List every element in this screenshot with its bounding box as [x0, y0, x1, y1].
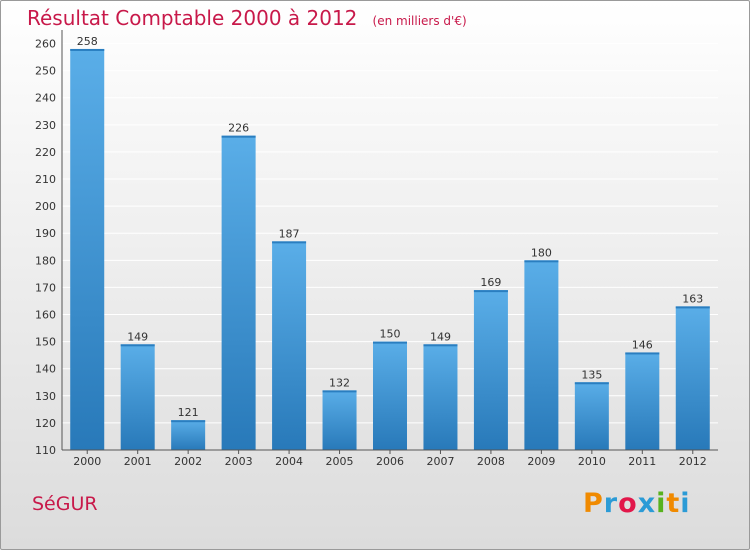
y-tick-label: 150 — [35, 336, 56, 349]
bar — [373, 341, 407, 450]
chart-subtitle: (en milliers d'€) — [372, 14, 467, 28]
x-tick-label: 2008 — [477, 455, 505, 468]
logo-letter: t — [666, 488, 681, 519]
y-tick-label: 140 — [35, 363, 56, 376]
proxiti-logo: Proxiti — [583, 488, 691, 519]
bar-value-label: 169 — [480, 276, 501, 289]
chart-title-block: Résultat Comptable 2000 à 2012 (en milli… — [27, 6, 467, 30]
bar-value-label: 132 — [329, 376, 350, 389]
x-tick-label: 2001 — [124, 455, 152, 468]
y-axis: 110 120 130 140 150 160 170 180 190 200 210 220 230 2… — [35, 30, 63, 457]
y-tick-label: 220 — [35, 146, 56, 159]
logo-letter: i — [680, 488, 691, 519]
bar-value-label: 121 — [178, 406, 199, 419]
bar-value-label: 258 — [77, 35, 98, 48]
x-tick-label: 2012 — [679, 455, 707, 468]
bar-value-label: 146 — [632, 338, 653, 351]
bar-top-edge — [221, 135, 256, 138]
bar-top-edge — [473, 290, 508, 293]
bar — [221, 135, 256, 450]
logo-letter: o — [618, 488, 638, 519]
bar-value-label: 226 — [228, 122, 249, 135]
bar-top-edge — [171, 420, 206, 423]
logo-letter: r — [603, 488, 619, 519]
bar-top-edge — [524, 260, 559, 263]
logo-letter: i — [656, 488, 667, 519]
logo-letter: P — [583, 488, 604, 519]
x-tick-label: 2002 — [174, 455, 202, 468]
y-tick-label: 110 — [35, 444, 56, 457]
y-tick-label: 190 — [35, 227, 56, 240]
bar — [473, 290, 508, 450]
bar-top-edge — [574, 382, 609, 385]
bar-value-label: 149 — [127, 330, 148, 343]
bar-top-edge — [272, 241, 307, 244]
y-tick-label: 160 — [35, 309, 56, 322]
y-tick-label: 240 — [35, 92, 56, 105]
x-tick-label: 2011 — [628, 455, 656, 468]
y-tick-label: 230 — [35, 119, 56, 132]
bar — [70, 48, 105, 450]
bar-top-edge — [625, 352, 660, 355]
bars: 258 149 121 226 187 132 150 149 169 180 135 146 163 — [70, 35, 710, 450]
bar — [272, 241, 307, 450]
bar — [675, 306, 710, 450]
x-tick-label: 2000 — [73, 455, 101, 468]
bar — [120, 344, 155, 450]
x-tick-label: 2010 — [578, 455, 606, 468]
bar-value-label: 135 — [581, 368, 602, 381]
x-tick-label: 2006 — [376, 455, 404, 468]
y-tick-label: 170 — [35, 281, 56, 294]
y-tick-label: 250 — [35, 65, 56, 78]
bar — [524, 260, 559, 450]
bar-top-edge — [675, 306, 710, 309]
y-tick-label: 200 — [35, 200, 56, 213]
y-tick-label: 180 — [35, 254, 56, 267]
bar-value-label: 149 — [430, 330, 451, 343]
x-tick-label: 2003 — [225, 455, 253, 468]
bar — [423, 344, 458, 450]
bar-value-label: 180 — [531, 246, 552, 259]
bar-top-edge — [70, 48, 105, 51]
bar — [322, 390, 357, 450]
bar — [171, 420, 206, 450]
bar-top-edge — [373, 341, 407, 344]
x-tick-label: 2004 — [275, 455, 303, 468]
y-tick-label: 260 — [35, 38, 56, 51]
y-tick-label: 210 — [35, 173, 56, 186]
bar — [625, 352, 660, 450]
x-axis: 2000 2001 2002 2003 2004 2005 2006 2007 2008 2009… — [62, 449, 718, 468]
x-tick-label: 2007 — [426, 455, 454, 468]
bar-value-label: 187 — [279, 227, 300, 240]
x-tick-label: 2009 — [527, 455, 555, 468]
bar-top-edge — [423, 344, 458, 347]
chart-title: Résultat Comptable 2000 à 2012 — [27, 6, 358, 30]
commune-name: SéGUR — [32, 493, 98, 515]
bar — [574, 382, 609, 450]
y-tick-label: 130 — [35, 390, 56, 403]
x-tick-label: 2005 — [326, 455, 354, 468]
logo-letter: x — [637, 488, 657, 519]
bar-top-edge — [322, 390, 357, 393]
bar-top-edge — [120, 344, 155, 347]
y-tick-label: 120 — [35, 417, 56, 430]
bar-value-label: 150 — [380, 328, 401, 341]
bar-value-label: 163 — [682, 292, 703, 305]
